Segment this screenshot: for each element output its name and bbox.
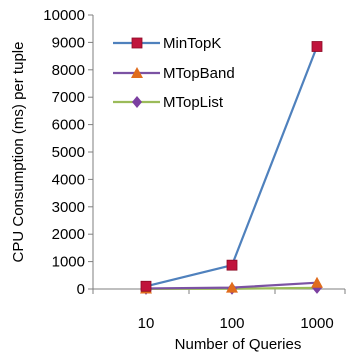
y-tick-label: 5000 <box>52 144 85 161</box>
y-tick-label: 2000 <box>52 226 85 243</box>
x-tick-label: 100 <box>219 315 244 332</box>
legend-marker <box>131 37 143 49</box>
x-tick-label: 10 <box>138 315 155 332</box>
y-tick-label: 7000 <box>52 89 85 106</box>
series-mtopband <box>140 276 323 294</box>
y-axis-ticks: 0 1000 2000 3000 4000 5000 6000 7000 8000 9000 100… <box>43 7 93 298</box>
legend-marker <box>131 67 143 78</box>
y-tick-label: 3000 <box>52 199 85 216</box>
legend-label: MTopList <box>163 94 224 111</box>
x-tick-label: 1000 <box>300 315 333 332</box>
series-line <box>145 46 319 288</box>
x-axis-ticks: 10 100 1000 <box>92 289 346 332</box>
y-tick-label: 4000 <box>52 171 85 188</box>
data-point <box>226 281 238 293</box>
data-point <box>226 259 238 271</box>
y-tick-label: 9000 <box>52 34 85 51</box>
data-point <box>140 280 152 292</box>
y-tick-label: 6000 <box>52 117 85 134</box>
series-layer <box>140 41 323 295</box>
series-mintopk <box>140 41 323 292</box>
y-tick-label: 0 <box>77 281 85 298</box>
y-tick-label: 1000 <box>52 254 85 271</box>
legend-item-mintopk: MinTopK <box>113 35 221 52</box>
y-tick-label: 10000 <box>43 7 85 24</box>
legend-label: MinTopK <box>163 35 221 52</box>
legend: MinTopK MTopBand MTopList <box>113 35 235 111</box>
x-axis-label: Number of Queries <box>175 336 302 353</box>
legend-marker <box>132 96 142 108</box>
legend-item-mtopband: MTopBand <box>113 65 235 82</box>
legend-label: MTopBand <box>163 65 235 82</box>
data-point <box>311 276 323 288</box>
legend-item-mtoplist: MTopList <box>113 94 224 111</box>
y-tick-label: 8000 <box>52 62 85 79</box>
y-axis-label: CPU Consumption (ms) per tuple <box>10 42 27 263</box>
data-point <box>311 41 323 52</box>
